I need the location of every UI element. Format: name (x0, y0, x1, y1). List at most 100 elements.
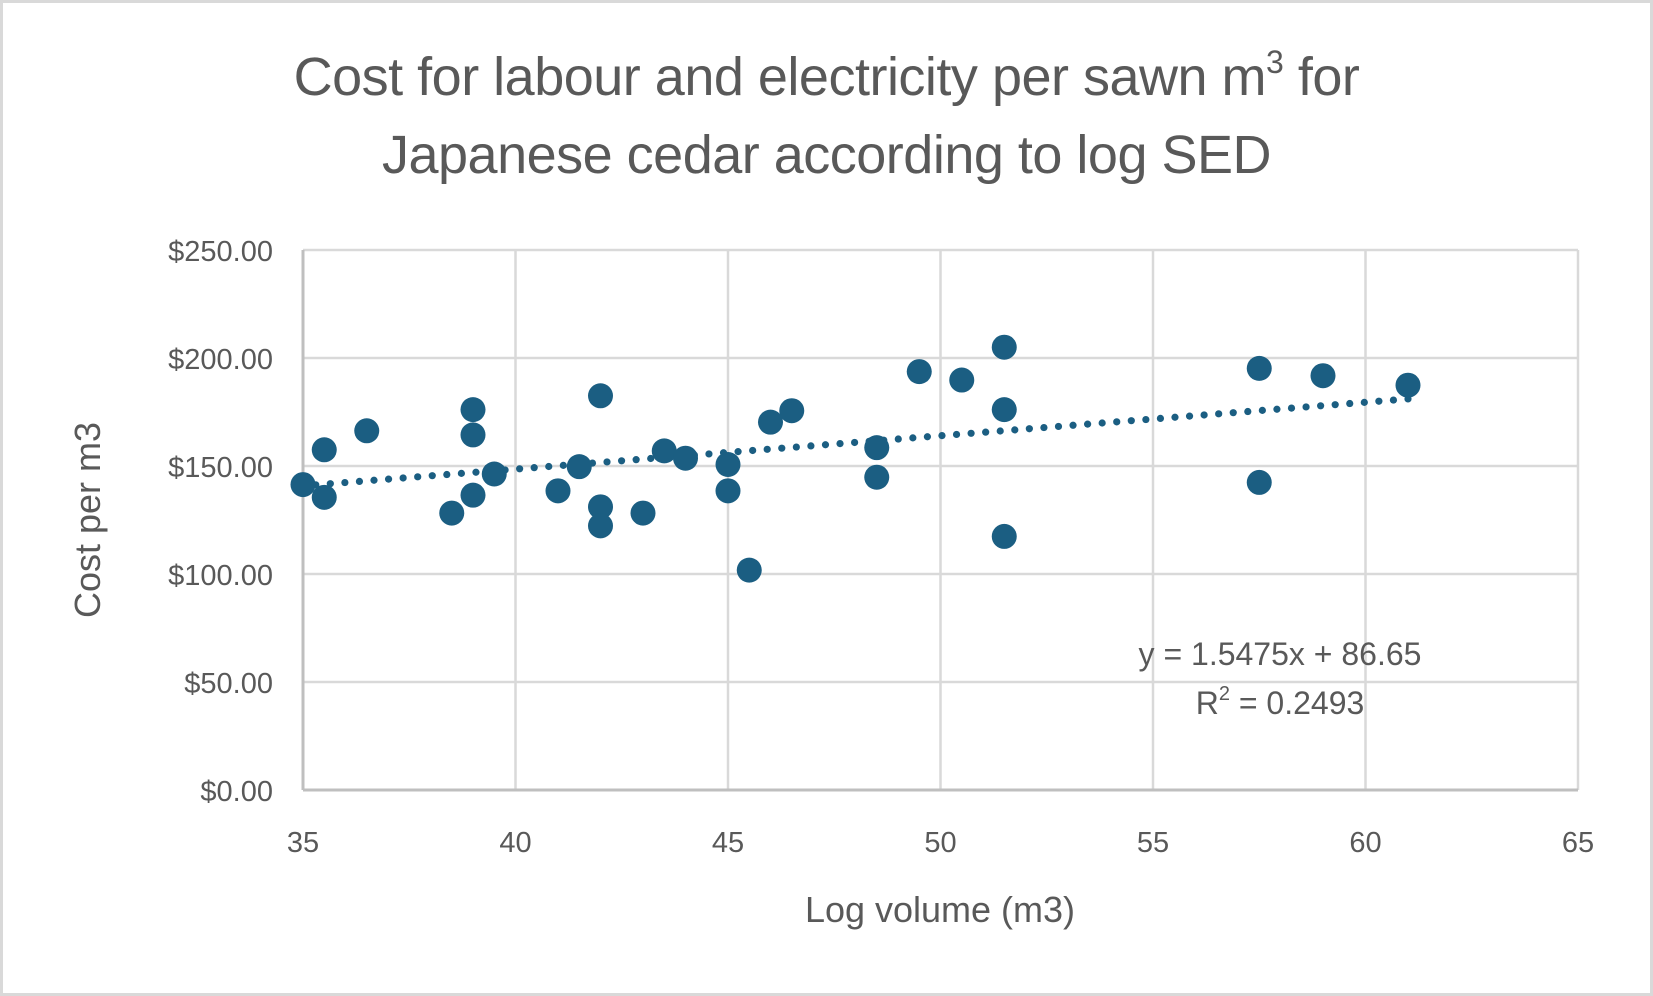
data-point (715, 478, 741, 504)
trendline-dot (472, 468, 480, 476)
data-point (311, 484, 337, 510)
trendline-dot (1156, 414, 1165, 423)
trendline-dot (1142, 415, 1150, 424)
trendline-dot (923, 433, 932, 441)
data-point (481, 461, 507, 487)
gridlines (303, 248, 1580, 790)
x-tick-label: 40 (499, 827, 531, 859)
data-point (779, 398, 805, 424)
trendline-dot (1069, 421, 1077, 429)
trendline-dot (982, 428, 990, 436)
trendline-dot (821, 441, 830, 449)
data-point (545, 478, 571, 504)
trendline-dot (1215, 410, 1223, 418)
x-tick-label: 50 (924, 827, 956, 859)
trendline-dot (1375, 397, 1383, 405)
data-point (1310, 363, 1336, 389)
trendline-dot (1258, 406, 1266, 414)
chart-title: Cost for labour and electricity per sawn… (0, 38, 1653, 194)
data-point (949, 367, 975, 393)
data-point (1246, 469, 1272, 495)
data-point (864, 435, 890, 461)
trendline-dot (792, 443, 800, 451)
trendline-dot (399, 474, 407, 482)
x-tick-label: 55 (1137, 827, 1169, 859)
r2-value: = 0.2493 (1230, 685, 1364, 721)
data-point (715, 451, 741, 477)
trendline (312, 395, 1412, 489)
x-axis-title: Log volume (m3) (805, 889, 1075, 930)
trendline-dot (1317, 402, 1325, 410)
x-tick-label: 45 (712, 827, 744, 859)
trendline-dot (384, 475, 393, 483)
trendline-dot (559, 461, 567, 469)
r2-superscript: 2 (1219, 683, 1230, 705)
x-tick-labels: 35 40 45 50 55 60 65 (287, 827, 1594, 859)
data-point (439, 500, 465, 526)
trendline-dot (1040, 423, 1048, 432)
chart-title-line-1: Cost for labour and electricity per sawn… (0, 38, 1653, 116)
trendline-dot (1244, 407, 1252, 416)
trendline-dot (603, 458, 611, 466)
trendline-dot (894, 435, 902, 443)
data-point (758, 409, 783, 435)
data-point (651, 438, 677, 464)
trendline-dot (1229, 409, 1237, 417)
x-tick-label: 65 (1562, 827, 1594, 859)
y-tick-label: $200.00 (168, 344, 273, 376)
trendline-dot (1389, 396, 1398, 404)
trendline-dot (778, 444, 786, 452)
x-tick-label: 60 (1349, 827, 1381, 859)
trendline-dot (996, 427, 1004, 435)
data-point (1395, 372, 1421, 398)
trendline-dot (938, 431, 946, 440)
trendline-dot (1287, 404, 1296, 412)
x-tick-label: 35 (287, 827, 319, 859)
data-point (906, 359, 932, 385)
trendline-dot (850, 438, 859, 447)
data-point (991, 397, 1017, 423)
trendline-dot (807, 442, 815, 450)
trendline-dot (1113, 418, 1121, 426)
data-point (354, 418, 380, 444)
y-tick-label: $150.00 (168, 452, 273, 484)
trendline-dot (1346, 399, 1354, 408)
data-point (566, 454, 592, 480)
title-superscript: 3 (1266, 44, 1284, 80)
trendline-dot (1084, 420, 1092, 428)
trendline-dot (749, 446, 757, 455)
data-point (991, 523, 1017, 549)
trendline-dot (355, 477, 364, 486)
data-point (630, 500, 656, 526)
y-tick-label: $0.00 (200, 776, 273, 808)
title-text: Cost for labour and electricity per sawn… (293, 47, 1267, 107)
trendline-dot (326, 480, 334, 488)
trendline-dot (647, 454, 655, 463)
trendline-dot (457, 469, 465, 477)
trendline-dot (909, 434, 917, 442)
trendline-dot (1171, 413, 1179, 421)
trendline-dot (1098, 419, 1106, 427)
y-tick-label: $100.00 (168, 560, 273, 592)
data-point (290, 472, 316, 498)
trendline-dot (370, 476, 378, 484)
trendline-dot (428, 472, 436, 480)
trendline-dot (1302, 403, 1310, 411)
axes (301, 250, 1578, 792)
data-points (290, 334, 1421, 583)
data-point (460, 397, 486, 423)
trendline-dot (414, 473, 422, 481)
trendline-equation: y = 1.5475x + 86.65 (1139, 636, 1422, 672)
trendline-dot (632, 456, 640, 464)
trendline-dot (1025, 425, 1033, 433)
data-point (736, 557, 762, 583)
trendline-dot (1185, 412, 1194, 420)
trendline-dot (763, 445, 771, 453)
trendline-dot (617, 457, 626, 465)
data-point (311, 437, 337, 463)
y-tick-label: $50.00 (184, 668, 273, 700)
r2-prefix: R (1196, 685, 1219, 721)
data-point (1246, 355, 1272, 381)
